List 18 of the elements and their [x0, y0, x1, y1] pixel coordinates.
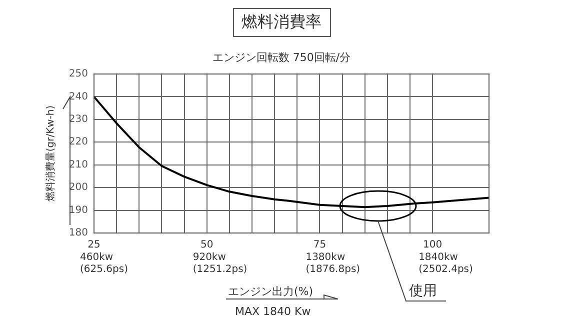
- y-tick-label: 240: [68, 91, 88, 102]
- x-axis-title: エンジン出力(%): [228, 284, 314, 299]
- y-tick-label: 180: [68, 228, 88, 239]
- text: 1380kw (1876.8ps): [306, 252, 360, 276]
- text: MAX 1840 Kw: [235, 305, 311, 318]
- x-tick-label: 75: [313, 240, 326, 251]
- text: 460kw (625.6ps): [80, 252, 128, 276]
- chart-subtitle: エンジン回転数 750回転/分: [211, 50, 352, 65]
- y-tick-label: 190: [68, 204, 88, 216]
- y-axis-title: 燃料消費量(gr/Kw-h): [44, 105, 57, 202]
- x-tick-label: 50: [200, 240, 214, 251]
- text: 920kw (1251.2ps): [192, 252, 248, 276]
- x-tick-label: 25: [88, 240, 100, 251]
- text: 使用: [409, 282, 437, 300]
- text: 1840kw (2502.4ps): [418, 252, 473, 276]
- chart-title: 燃料消費率: [232, 8, 330, 37]
- x-tick-label: 100: [423, 240, 442, 251]
- y-tick-label: 250: [68, 68, 88, 80]
